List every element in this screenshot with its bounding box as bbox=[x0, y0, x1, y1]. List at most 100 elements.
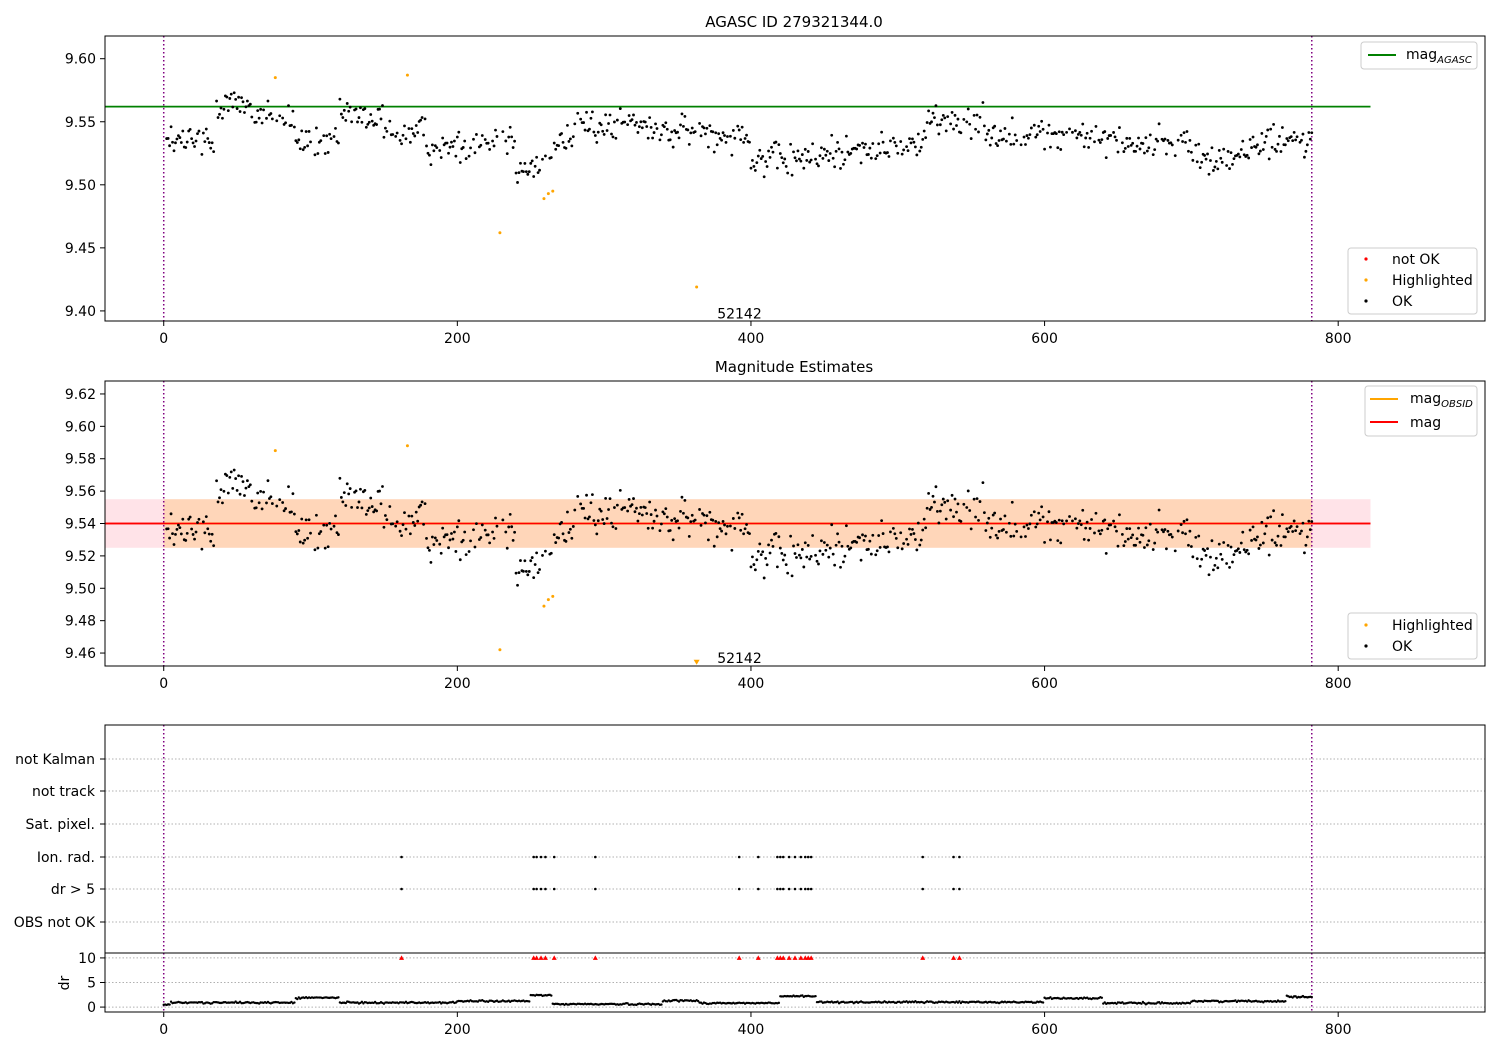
ok-point bbox=[679, 509, 682, 513]
ok-point bbox=[1060, 519, 1064, 523]
ok-point bbox=[610, 132, 613, 136]
ok-point bbox=[526, 172, 530, 176]
ok-point bbox=[588, 515, 591, 519]
ok-point bbox=[627, 497, 631, 501]
ok-point bbox=[514, 571, 518, 575]
ok-point bbox=[1292, 519, 1296, 523]
ok-point bbox=[257, 116, 261, 120]
ok-point bbox=[1043, 541, 1046, 544]
ok-point bbox=[576, 494, 580, 498]
ok-point bbox=[178, 136, 182, 139]
ok-point bbox=[941, 497, 945, 501]
ok-point bbox=[1239, 541, 1243, 545]
ok-point bbox=[1291, 139, 1295, 143]
ok-point bbox=[1041, 127, 1045, 131]
x-tick-label: 800 bbox=[1325, 676, 1352, 692]
ok-point bbox=[658, 529, 662, 532]
ok-point bbox=[815, 559, 819, 563]
ok-point bbox=[304, 130, 308, 133]
ok-point bbox=[505, 546, 509, 550]
ok-point bbox=[607, 508, 610, 511]
flag-point bbox=[776, 855, 779, 859]
ok-point bbox=[439, 156, 443, 159]
ok-point bbox=[309, 531, 312, 535]
ok-point bbox=[643, 506, 647, 510]
ok-point bbox=[1189, 545, 1193, 548]
ok-point bbox=[439, 551, 443, 555]
ok-point bbox=[806, 150, 810, 153]
ok-point bbox=[753, 169, 757, 172]
ok-point bbox=[1257, 152, 1261, 156]
ok-point bbox=[862, 146, 866, 149]
ok-point bbox=[680, 112, 684, 116]
ok-point bbox=[1179, 133, 1183, 137]
ok-point bbox=[699, 134, 703, 138]
ok-point bbox=[469, 146, 472, 150]
ok-point bbox=[1094, 511, 1098, 515]
ok-point bbox=[589, 116, 593, 120]
ok-point bbox=[463, 530, 467, 534]
ok-point bbox=[1242, 548, 1246, 552]
flag-point bbox=[793, 855, 797, 859]
ok-point bbox=[1125, 527, 1129, 530]
ok-point bbox=[894, 536, 898, 540]
ok-point bbox=[943, 116, 947, 120]
ok-point bbox=[651, 136, 654, 140]
ok-point bbox=[282, 509, 286, 513]
ok-point bbox=[1137, 526, 1140, 530]
ok-point bbox=[1029, 126, 1033, 130]
ok-point bbox=[337, 141, 340, 145]
ok-point bbox=[1165, 152, 1168, 156]
panel-1-frame bbox=[104, 35, 1486, 322]
flag-point bbox=[806, 855, 810, 859]
legend-mag-obsid-label: mag bbox=[1410, 391, 1441, 407]
ok-point bbox=[646, 526, 650, 530]
ok-point bbox=[169, 512, 173, 516]
ok-point bbox=[906, 542, 910, 546]
ok-point bbox=[1037, 511, 1041, 515]
ok-point bbox=[798, 157, 801, 161]
ok-point bbox=[335, 531, 339, 535]
ok-point bbox=[381, 104, 384, 107]
ok-point bbox=[1153, 541, 1157, 545]
ok-point bbox=[432, 543, 436, 546]
ok-point bbox=[626, 509, 630, 513]
ok-point bbox=[1269, 515, 1273, 519]
ok-point bbox=[435, 146, 439, 150]
ok-point bbox=[541, 157, 544, 161]
flag-point bbox=[803, 855, 807, 859]
ok-point bbox=[1079, 133, 1083, 137]
ok-point bbox=[677, 136, 681, 140]
ok-point bbox=[733, 136, 737, 140]
ok-point bbox=[354, 489, 358, 493]
ok-point bbox=[413, 524, 417, 527]
flag-point bbox=[781, 855, 785, 859]
legend-highlighted-label-2: Highlighted bbox=[1392, 618, 1473, 634]
ok-point bbox=[210, 532, 214, 536]
ok-point bbox=[360, 120, 364, 124]
flag-point bbox=[535, 855, 538, 859]
ok-point bbox=[880, 519, 884, 523]
ok-point bbox=[1267, 553, 1271, 557]
ok-point bbox=[1043, 147, 1046, 151]
ok-point bbox=[749, 166, 753, 170]
ok-point bbox=[919, 538, 923, 542]
ok-point bbox=[533, 164, 537, 168]
ok-point bbox=[1163, 528, 1167, 531]
highlighted-point bbox=[405, 444, 409, 448]
ok-point bbox=[408, 532, 412, 536]
ok-point bbox=[1029, 513, 1033, 517]
ok-point bbox=[526, 573, 530, 577]
dr-capped-marker bbox=[399, 955, 405, 960]
ok-point bbox=[215, 479, 218, 483]
ok-point bbox=[207, 141, 211, 144]
ok-point bbox=[1228, 566, 1231, 569]
highlighted-point bbox=[695, 285, 699, 289]
legend-ok-label-2: OK bbox=[1392, 639, 1413, 655]
ok-point bbox=[250, 115, 254, 119]
ok-point bbox=[216, 500, 220, 504]
ok-point bbox=[778, 152, 782, 155]
ok-point bbox=[441, 136, 445, 140]
ok-point bbox=[937, 132, 941, 136]
ok-point bbox=[1210, 146, 1214, 150]
